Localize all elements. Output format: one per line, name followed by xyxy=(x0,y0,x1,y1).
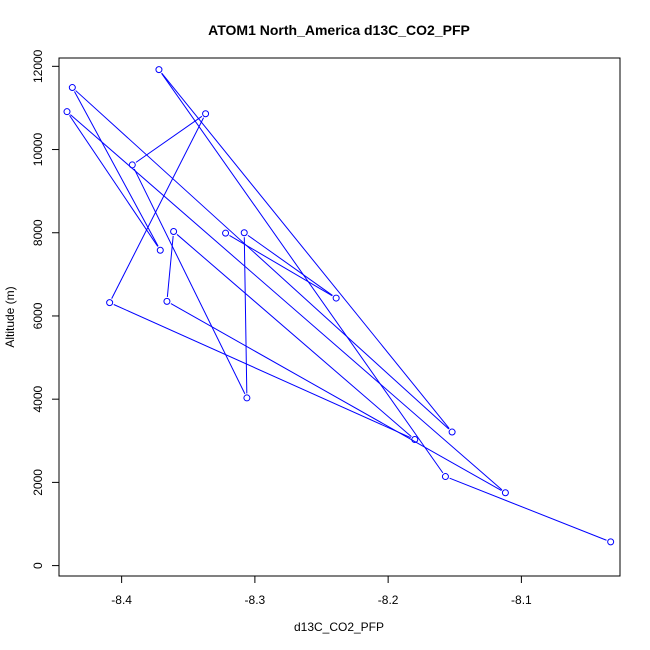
x-axis: -8.4 -8.3 -8.2 -8.1 xyxy=(111,575,532,607)
series-segment xyxy=(74,91,159,247)
data-point xyxy=(448,428,456,436)
series-points xyxy=(63,66,615,546)
y-axis: 0 2000 4000 6000 8000 10000 12000 xyxy=(31,49,60,569)
y-tick-label: 10000 xyxy=(31,133,45,167)
data-point xyxy=(243,394,251,402)
series-segment xyxy=(135,115,203,163)
series-segment xyxy=(449,477,607,541)
series-segment xyxy=(113,304,411,439)
y-tick-label: 8000 xyxy=(31,219,45,246)
y-tick-label: 6000 xyxy=(31,302,45,329)
y-tick-label: 12000 xyxy=(31,49,45,83)
x-axis-label: d13C_CO2_PFP xyxy=(294,620,384,634)
y-tick-label: 0 xyxy=(31,562,45,569)
data-point xyxy=(170,227,178,235)
series-segment xyxy=(229,235,333,297)
x-tick-label: -8.2 xyxy=(378,593,399,607)
data-point xyxy=(240,229,248,237)
data-point xyxy=(332,294,340,302)
series-segment xyxy=(161,72,450,429)
x-tick-label: -8.3 xyxy=(245,593,266,607)
y-tick-label: 4000 xyxy=(31,386,45,413)
data-point xyxy=(68,84,76,92)
y-axis-label: Altitude (m) xyxy=(3,286,17,347)
x-tick-label: -8.4 xyxy=(111,593,132,607)
series-segment xyxy=(161,73,444,474)
series-segment xyxy=(133,168,246,395)
data-point xyxy=(222,229,230,237)
series-segment xyxy=(69,115,159,247)
data-point xyxy=(607,538,615,546)
data-point xyxy=(63,108,71,116)
data-point xyxy=(156,246,164,254)
series-segment xyxy=(70,114,503,491)
series-segment xyxy=(111,117,204,299)
data-point xyxy=(106,299,114,307)
data-point xyxy=(441,473,449,481)
series-segment xyxy=(243,237,248,394)
series-segment xyxy=(75,90,450,430)
data-point xyxy=(411,436,419,444)
series-segment xyxy=(247,234,333,296)
series-segment xyxy=(176,234,412,437)
data-point xyxy=(155,66,163,74)
data-point xyxy=(128,161,136,169)
data-point xyxy=(163,297,171,305)
data-point xyxy=(202,110,210,118)
series-lines xyxy=(69,72,607,541)
y-tick-label: 2000 xyxy=(31,469,45,496)
chart-title: ATOM1 North_America d13C_CO2_PFP xyxy=(208,22,470,38)
x-tick-label: -8.1 xyxy=(511,593,532,607)
data-point xyxy=(501,489,509,497)
series-segment xyxy=(170,303,502,492)
